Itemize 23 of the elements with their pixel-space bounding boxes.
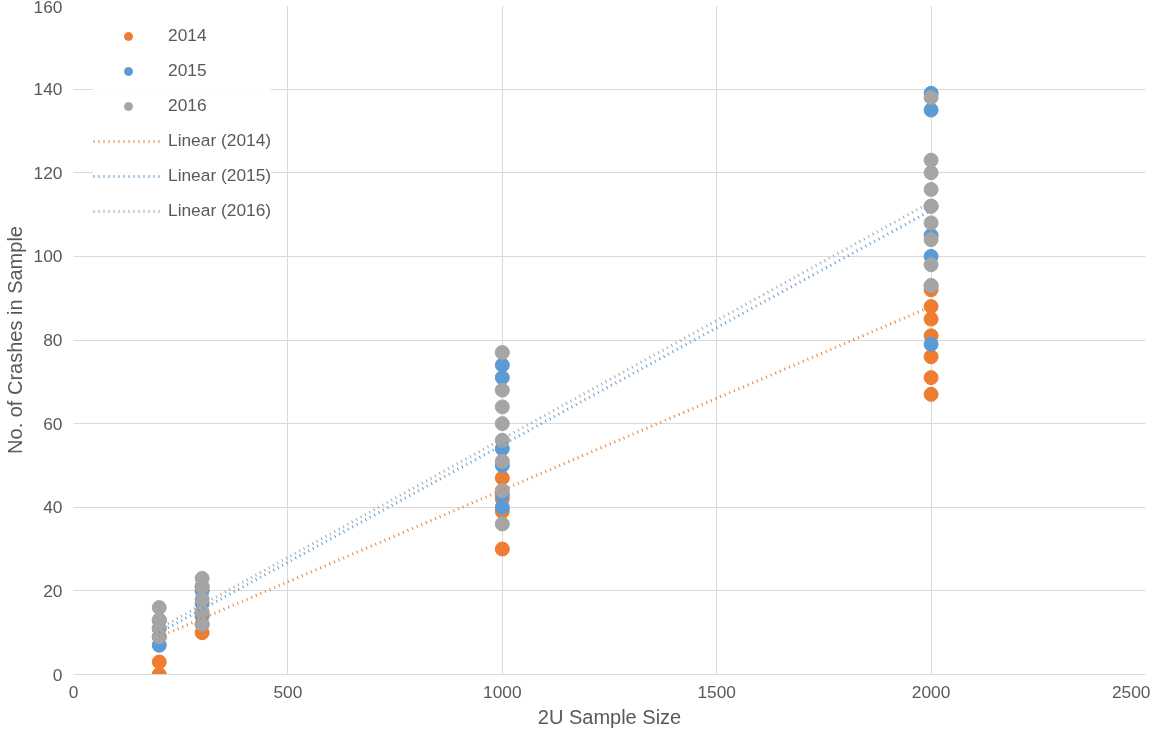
y-tick-label: 40 xyxy=(43,497,63,518)
x-tick-label: 1000 xyxy=(483,681,522,702)
y-tick-label: 160 xyxy=(33,0,63,17)
y-tick-label: 140 xyxy=(33,79,63,100)
y-tick-label: 100 xyxy=(33,246,63,267)
x-tick-label: 1500 xyxy=(697,681,736,702)
x-tick-label: 0 xyxy=(68,681,79,702)
legend-label: Linear (2014) xyxy=(168,130,272,151)
x-tick-label: 2500 xyxy=(1111,681,1151,702)
y-tick-label: 20 xyxy=(43,580,63,601)
legend-label: Linear (2016) xyxy=(168,200,272,221)
y-axis-title: No. of Crashes in Sample xyxy=(3,226,26,454)
y-tick-label: 120 xyxy=(33,162,63,183)
y-tick-label: 0 xyxy=(52,664,63,685)
legend-label: 2014 xyxy=(168,25,207,46)
x-axis-title: 2U Sample Size xyxy=(537,705,682,728)
y-tick-label: 60 xyxy=(43,413,63,434)
legend-label: 2016 xyxy=(168,95,207,116)
x-tick-label: 2000 xyxy=(911,681,951,702)
y-tick-label: 80 xyxy=(43,330,63,350)
x-tick-label: 500 xyxy=(273,681,303,702)
legend-label: 2015 xyxy=(168,60,207,81)
legend-label: Linear (2015) xyxy=(168,165,272,186)
